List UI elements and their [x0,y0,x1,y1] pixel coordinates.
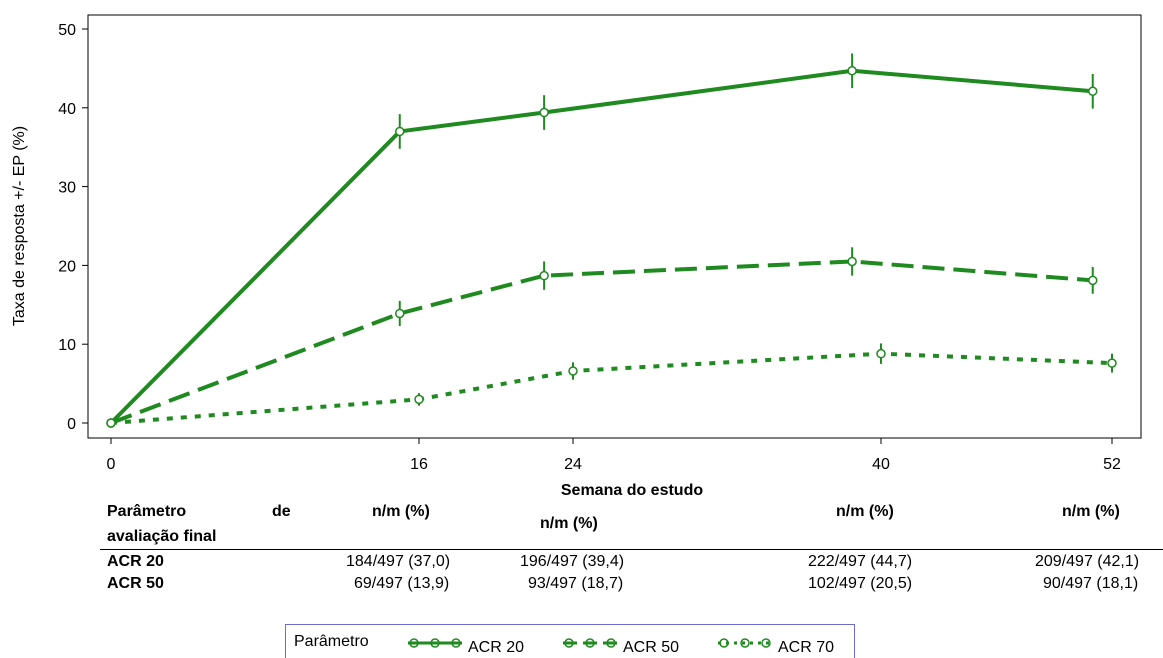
x-tick-label: 0 [107,456,116,473]
table-header-param-de: de [272,503,291,520]
table-cell: 184/497 (37,0) [346,553,451,570]
table-cell: 93/497 (18,7) [528,575,624,592]
data-point [395,126,405,137]
table-cell: 209/497 (42,1) [1035,553,1140,570]
table-cell: 69/497 (13,9) [354,575,450,592]
data-point [106,418,116,428]
legend: Parâmetro ACR 20 ACR 50 ACR 70 [285,624,855,658]
table-header-param-line1: Parâmetro [107,503,187,520]
x-tick-label: 24 [564,456,582,473]
legend-label: ACR 20 [468,639,525,656]
data-point [1107,358,1117,368]
x-tick-label: 16 [410,456,428,473]
x-tick-label: 40 [872,456,890,473]
series-layer [106,53,1117,428]
legend-swatch-solid [408,638,462,648]
y-tick-label: 30 [58,180,76,197]
data-point [1088,275,1098,286]
y-tick-label: 50 [58,22,76,39]
series-line [110,259,1093,425]
legend-label: ACR 50 [623,639,680,656]
y-tick-label: 0 [67,416,76,433]
table-cell: 90/497 (18,1) [1043,575,1139,592]
x-tick-label: 52 [1103,456,1121,473]
legend-swatch-dashed [563,638,617,648]
legend-title: Parâmetro [294,633,369,650]
y-tick-label: 10 [58,337,76,354]
table-header-col-4: n/m (%) [1062,503,1120,520]
y-axis: 0 10 20 30 40 50 [58,22,88,433]
data-point [847,256,857,267]
x-axis-title: Semana do estudo [561,482,703,499]
table-header-rule [100,549,1163,550]
table-header-col-2: n/m (%) [540,515,598,532]
x-axis: 0 16 24 40 52 [107,438,1121,473]
table-row-label: ACR 50 [107,575,164,592]
data-point [539,270,549,281]
table-cell: 102/497 (20,5) [808,575,913,592]
table-cell: 196/497 (39,4) [520,553,625,570]
table-header-col-3: n/m (%) [836,503,894,520]
data-point [876,348,886,359]
series-acr-50 [106,247,1098,428]
y-tick-label: 20 [58,258,76,275]
data-point [847,66,857,76]
data-point [1088,86,1098,97]
y-axis-title: Taxa de resposta +/- EP (%) [11,126,28,326]
data-point [414,394,424,405]
data-point [539,107,549,118]
table-row-label: ACR 20 [107,553,164,570]
table-header-col-1: n/m (%) [372,503,430,520]
table-cell: 222/497 (44,7) [808,553,913,570]
series-acr-70 [106,343,1117,428]
table-header-param-line2: avaliação final [107,528,217,545]
legend-label: ACR 70 [778,639,835,656]
legend-swatch-dotted [718,638,772,648]
data-point [568,366,578,376]
data-point [395,308,405,319]
y-tick-label: 40 [58,101,76,118]
plot-frame [87,14,1142,439]
